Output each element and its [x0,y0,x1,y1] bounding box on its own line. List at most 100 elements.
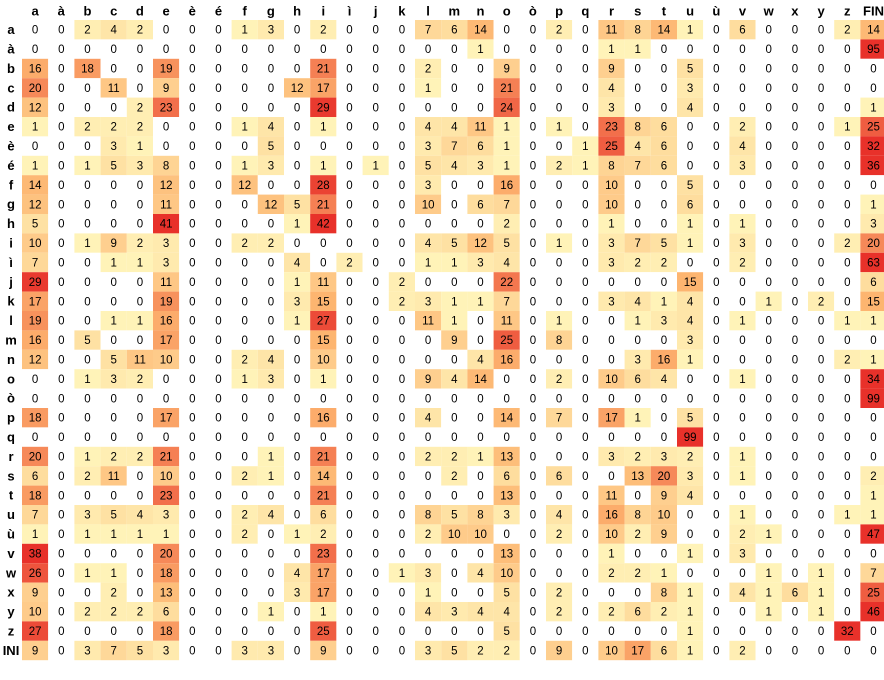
heatmap-cell [74,388,101,408]
heatmap-cell [834,388,861,408]
cell-value-label: 3 [268,25,274,37]
cell-value-label: 8 [163,161,169,173]
heatmap-cell [388,427,415,447]
cell-value-label: 0 [765,374,771,386]
heatmap-cell [493,582,520,602]
cell-value-label: 0 [582,393,588,405]
heatmap-cell [598,485,625,505]
cell-value-label: 0 [556,277,562,289]
heatmap-cell [650,582,677,602]
heatmap-cell [336,58,363,79]
cell-value-label: 8 [634,122,640,134]
heatmap-cell [231,311,258,331]
cell-value-label: 0 [189,258,195,270]
cell-value-label: 9 [451,335,457,347]
cell-value-label: 3 [294,587,300,599]
cell-value-label: 0 [372,238,378,250]
heatmap-cell [205,621,232,641]
heatmap-cell [598,640,625,661]
heatmap-cell [284,563,311,583]
heatmap-cell [74,214,101,234]
cell-value-label: 0 [792,161,798,173]
heatmap-cell [519,136,546,156]
heatmap-cell [126,369,153,389]
heatmap-cell [781,272,808,292]
heatmap-cell [205,291,232,311]
heatmap-cell [860,563,884,583]
cell-value-label: 1 [634,413,640,425]
cell-value-label: 0 [84,626,90,638]
cell-value-label: 0 [346,219,352,231]
heatmap-cell [153,485,180,505]
cell-value-label: 0 [451,180,457,192]
cell-value-label: 0 [215,316,221,328]
heatmap-cell [755,349,782,370]
heatmap-cell [860,194,884,214]
cell-value-label: 3 [84,646,90,658]
heatmap-cell [834,97,861,117]
cell-value-label: 0 [844,161,850,173]
heatmap-cell [362,563,389,583]
cell-value-label: 19 [29,316,42,328]
heatmap-cell [860,272,884,292]
cell-value-label: 0 [844,549,850,561]
cell-value-label: 0 [294,452,300,464]
heatmap-cell [467,466,494,486]
cell-value-label: 0 [372,219,378,231]
column-header: u [686,3,694,18]
cell-value-label: 1 [739,374,745,386]
cell-value-label: 9 [320,646,326,658]
heatmap-cell [650,78,677,98]
row-header: i [9,236,13,251]
heatmap-cell [493,194,520,214]
cell-value-label: 2 [241,355,247,367]
cell-value-label: 25 [317,626,330,638]
cell-value-label: 0 [477,277,483,289]
row-header: z [8,624,15,639]
heatmap-cell [205,505,232,525]
cell-value-label: 0 [372,452,378,464]
heatmap-cell [572,505,599,525]
heatmap-cell [650,233,677,253]
cell-value-label: 0 [58,490,64,502]
heatmap-cell [755,408,782,428]
heatmap-cell [362,369,389,389]
heatmap-cell [467,155,494,176]
heatmap-cell [388,388,415,408]
cell-value-label: 11 [108,83,120,95]
heatmap-cell [493,58,520,79]
cell-value-label: 0 [634,102,640,114]
heatmap-cell [834,621,861,641]
cell-value-label: 0 [608,471,614,483]
heatmap-cell [48,330,75,350]
cell-value-label: 0 [84,587,90,599]
cell-value-label: 5 [451,238,457,250]
cell-value-label: 0 [84,355,90,367]
row-header: ì [8,255,13,270]
cell-value-label: 0 [530,471,536,483]
heatmap-cell [624,272,651,292]
cell-value-label: 0 [215,141,221,153]
cell-value-label: 0 [582,102,588,114]
heatmap-cell [257,330,284,350]
cell-value-label: 34 [867,374,880,386]
heatmap-cell [729,39,756,59]
heatmap-cell [781,291,808,311]
heatmap-cell [834,524,861,544]
cell-value-label: 1 [687,646,693,658]
cell-value-label: 18 [160,568,173,580]
cell-value-label: 0 [110,219,116,231]
cell-value-label: 0 [189,568,195,580]
cell-value-label: 0 [425,277,431,289]
cell-value-label: 9 [661,490,667,502]
heatmap-cell [310,20,337,40]
heatmap-cell [677,155,704,176]
heatmap-cell [22,175,49,195]
cell-value-label: 0 [189,219,195,231]
column-header: l [426,3,430,18]
heatmap-cell [834,252,861,273]
heatmap-cell [74,505,101,525]
cell-value-label: 0 [765,199,771,211]
heatmap-cell [153,155,180,176]
heatmap-cell [257,446,284,467]
